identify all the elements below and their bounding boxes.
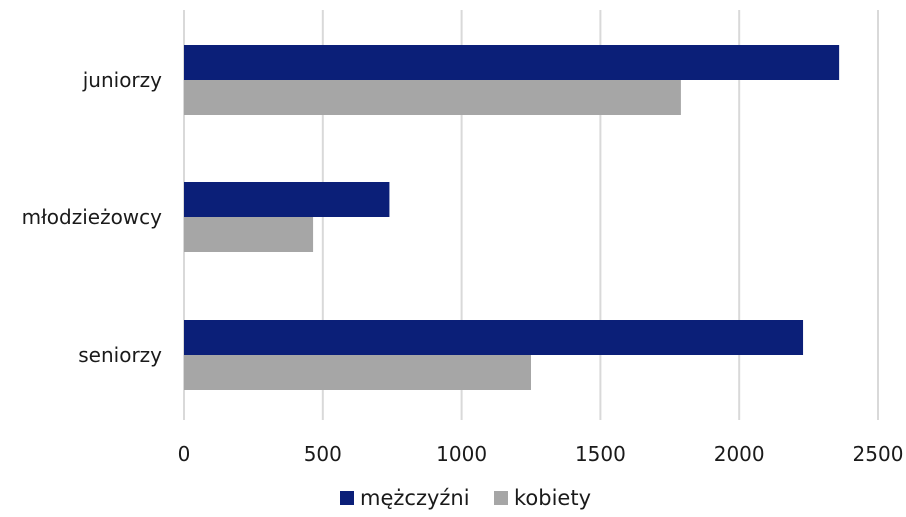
category-label-0: juniorzy	[82, 68, 162, 92]
category-labels: juniorzy młodzieżowcy seniorzy	[22, 68, 163, 367]
legend-label-0: mężczyźni	[360, 486, 470, 510]
x-axis-tick-labels: 0 500 1000 1500 2000 2500	[178, 442, 904, 466]
legend: mężczyźni kobiety	[340, 486, 591, 510]
bar-men-2	[184, 320, 804, 355]
x-tick-label-0: 0	[178, 442, 191, 466]
bar-women-1	[184, 217, 314, 252]
x-tick-label-1: 500	[304, 442, 342, 466]
category-label-1: młodzieżowcy	[22, 205, 163, 229]
bar-men-0	[184, 45, 840, 80]
bar-women-2	[184, 355, 531, 390]
x-tick-label-2: 1000	[436, 442, 487, 466]
x-tick-label-3: 1500	[575, 442, 626, 466]
x-tick-label-5: 2500	[853, 442, 904, 466]
legend-label-1: kobiety	[514, 486, 591, 510]
bar-men-1	[184, 182, 390, 217]
x-tick-label-4: 2000	[714, 442, 765, 466]
bar-women-0	[184, 80, 681, 115]
legend-swatch-1	[494, 491, 508, 505]
legend-swatch-0	[340, 491, 354, 505]
bars	[184, 45, 840, 390]
category-label-2: seniorzy	[78, 343, 162, 367]
